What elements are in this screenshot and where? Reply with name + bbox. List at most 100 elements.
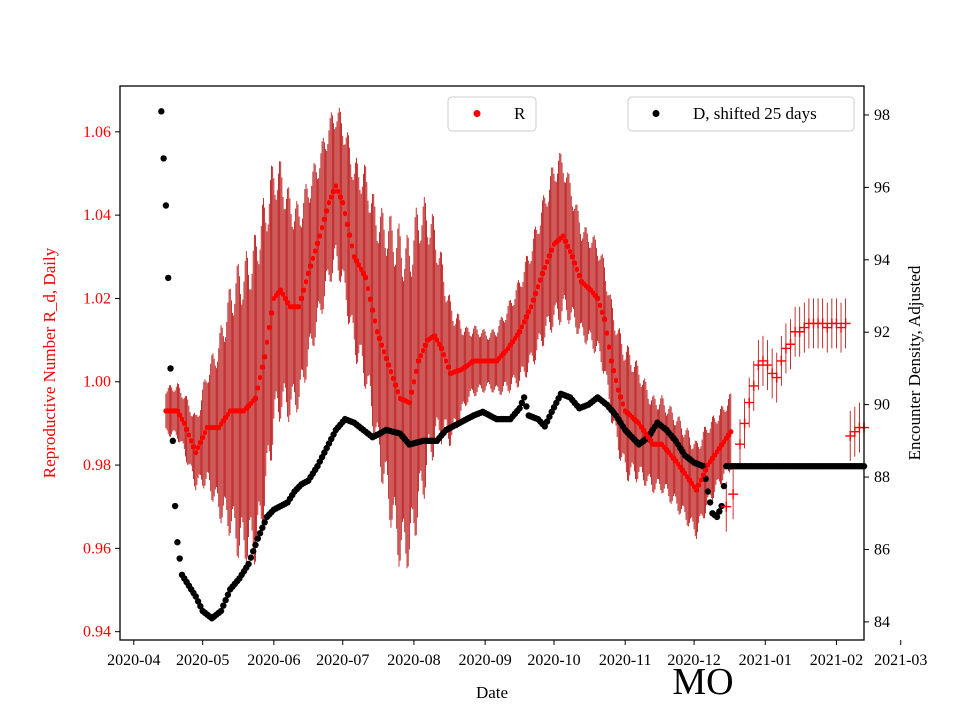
r-point [413, 368, 419, 374]
r-point [268, 310, 275, 316]
right-tick-label: 86 [874, 541, 890, 558]
r-point [537, 277, 543, 283]
r-point [617, 394, 624, 400]
legend-d-box [627, 96, 855, 132]
legend-r-marker [473, 110, 481, 117]
right-tick-label: 90 [874, 397, 890, 414]
r-point [615, 387, 621, 393]
r-plus-point [721, 501, 732, 512]
d-point [165, 274, 172, 282]
r-point [434, 337, 440, 343]
d-point [523, 403, 530, 410]
r-point [693, 487, 699, 493]
r-point [702, 467, 709, 473]
r-point [183, 426, 190, 432]
r-point [363, 275, 369, 281]
r-point [177, 412, 183, 418]
r-plus-point [739, 418, 750, 429]
r-point [698, 477, 704, 483]
r-point [193, 449, 199, 456]
d-point [259, 524, 266, 531]
d-point [543, 418, 551, 425]
r-point [321, 216, 327, 222]
r-point [324, 208, 330, 214]
r-point [700, 472, 706, 478]
r-point [597, 302, 603, 308]
plot-area [158, 107, 869, 622]
r-point [347, 232, 353, 238]
r-point [383, 355, 389, 362]
r-point [526, 309, 532, 315]
r-point [351, 254, 357, 260]
d-point [197, 603, 204, 610]
right-tick-label: 98 [874, 107, 890, 124]
r-point [282, 295, 288, 302]
r-point [445, 364, 451, 370]
r-point [264, 339, 270, 345]
x-tick-label: 2021-02 [810, 652, 863, 669]
d-point [222, 596, 229, 604]
d-point [713, 513, 721, 521]
r-point [330, 188, 337, 195]
r-point [278, 287, 284, 293]
right-tick-label: 92 [874, 324, 890, 341]
r-point [195, 444, 201, 451]
r-point [314, 240, 321, 247]
r-point [374, 329, 380, 335]
d-point [254, 535, 261, 542]
r-point [542, 265, 548, 271]
x-tick-label: 2021-03 [874, 652, 927, 669]
d-point [217, 607, 225, 615]
r-point [312, 248, 318, 254]
r-point [296, 304, 302, 310]
legend-d-label: D, shifted 25 days [693, 104, 817, 123]
r-point [516, 329, 523, 335]
r-point [539, 270, 546, 277]
r-point [535, 284, 541, 290]
d-point [541, 423, 549, 430]
r-point [436, 341, 442, 347]
r-plus-point [831, 318, 842, 329]
r-point [388, 369, 394, 375]
d-point [249, 548, 257, 555]
r-point [606, 344, 612, 350]
r-point [262, 354, 268, 360]
r-point [305, 270, 311, 277]
plot-frame [119, 85, 865, 641]
r-point [528, 304, 534, 310]
d-point [256, 529, 264, 537]
r-point [406, 399, 412, 406]
legend-d-marker [652, 110, 660, 117]
r-plus-point [776, 355, 787, 366]
r-point [333, 183, 339, 189]
right-tick-label: 88 [874, 469, 890, 486]
r-point [337, 194, 344, 200]
r-point [519, 324, 525, 330]
r-point [544, 259, 550, 265]
d-point [706, 499, 714, 506]
x-tick-label: 2020-06 [247, 652, 300, 669]
r-point [372, 318, 378, 324]
r-plus-point [845, 430, 856, 441]
r-point [422, 342, 429, 348]
left-tick-label: 0.98 [83, 457, 111, 474]
x-tick-label: 2021-01 [739, 652, 792, 669]
r-point [186, 432, 192, 438]
r-plus-point [780, 343, 791, 354]
r-point [326, 200, 332, 206]
right-axis-label: Encounter Density, Adjusted [905, 265, 924, 460]
r-point [344, 221, 350, 227]
d-point [176, 555, 183, 562]
x-tick-label: 2020-11 [599, 652, 652, 669]
r-point [613, 377, 619, 383]
d-point [716, 508, 723, 515]
r-point [562, 238, 569, 244]
r-point [521, 319, 527, 325]
r-point [599, 309, 605, 315]
d-point [174, 539, 181, 546]
legend-r-box [447, 96, 537, 132]
r-point [174, 408, 181, 414]
r-point [317, 233, 323, 239]
r-point [298, 295, 305, 302]
